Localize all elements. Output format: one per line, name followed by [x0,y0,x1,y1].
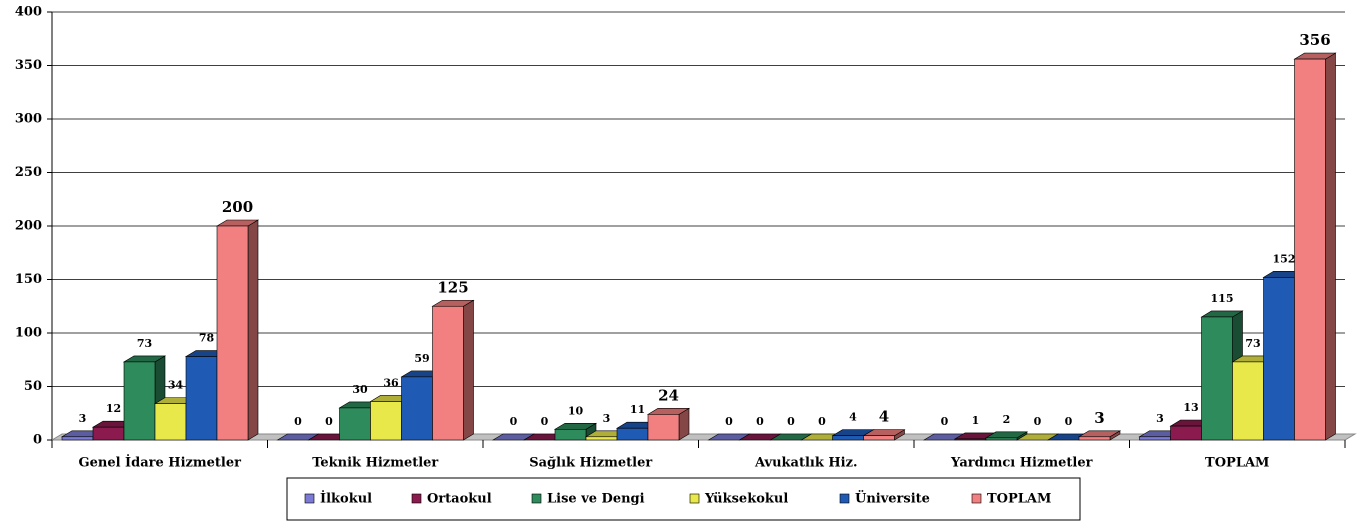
legend-swatch [971,493,982,504]
value-label: 12 [106,402,121,415]
bar [216,225,249,441]
bar [154,403,187,441]
legend-label: Ortaokul [427,492,492,507]
bar [339,407,371,441]
value-label: 3 [603,412,611,425]
value-label: 13 [1183,401,1198,414]
bar-side [247,219,259,441]
value-label: 73 [137,337,152,350]
bar [92,426,125,441]
bar [647,414,680,441]
bar [832,435,864,441]
bar [985,437,1018,441]
legend-swatch [689,493,700,504]
value-label: 2 [1003,413,1011,426]
y-tick-label: 200 [15,219,42,234]
bar [1139,436,1171,441]
y-tick-label: 150 [15,272,42,287]
bar-side [1325,52,1336,441]
x-tick-label: Sağlık Hizmetler [529,456,652,471]
value-label: 125 [437,278,468,296]
y-tick-label: 300 [15,112,42,127]
legend-swatch [411,493,422,504]
value-label: 152 [1273,252,1296,265]
bar [185,356,218,441]
value-label: 115 [1211,292,1234,305]
value-label: 4 [849,411,857,424]
x-tick-label: Genel İdare Hizmetler [79,455,242,471]
bar-side [463,299,474,441]
value-label: 356 [1299,31,1330,49]
bar [123,361,156,441]
x-tick-label: TOPLAM [1205,456,1269,471]
y-tick-label: 400 [15,5,42,20]
y-tick-label: 250 [15,165,42,180]
legend-label: TOPLAM [987,492,1051,507]
bar [1170,425,1202,441]
value-label: 0 [1065,415,1073,428]
bar [1078,436,1111,441]
y-tick-label: 50 [24,379,42,394]
bar [370,401,402,441]
value-label: 73 [1245,337,1260,350]
value-label: 200 [222,198,253,216]
bar [1201,316,1233,441]
legend-swatch [304,493,315,504]
value-label: 0 [787,415,795,428]
value-label: 0 [756,415,764,428]
value-label: 10 [568,404,584,417]
bar [1294,58,1326,441]
bar [1232,361,1264,441]
bar [554,428,587,441]
value-label: 0 [818,415,826,428]
bar [585,436,618,441]
value-label: 3 [1156,412,1164,425]
legend-swatch [531,493,542,504]
legend-label: Üniversite [855,490,930,507]
x-tick-label: Avukatlık Hiz. [754,456,858,471]
value-label: 11 [630,403,645,416]
value-label: 0 [510,415,518,428]
value-label: 36 [383,376,399,389]
y-tick-label: 100 [15,326,42,341]
value-label: 0 [1034,415,1042,428]
x-tick-label: Yardımcı Hizmetler [950,456,1093,471]
value-label: 3 [79,412,87,425]
value-label: 0 [941,415,949,428]
value-label: 24 [658,386,679,404]
value-label: 0 [325,415,333,428]
y-tick-label: 350 [15,58,42,73]
value-label: 1 [972,414,980,427]
bar [61,436,94,441]
legend-box [286,477,1081,521]
value-label: 30 [352,383,368,396]
value-label: 4 [879,408,889,426]
value-label: 78 [199,332,215,345]
legend-label: İlkokul [320,491,372,507]
x-tick-label: Teknik Hizmetler [312,456,438,471]
value-label: 59 [414,352,429,365]
legend-swatch [839,493,850,504]
bar [401,376,433,441]
bar [432,305,464,441]
value-label: 0 [725,415,733,428]
legend-label: Yüksekokul [704,492,788,507]
value-label: 3 [1094,409,1104,427]
bar [863,435,895,441]
y-tick-label: 0 [33,433,42,448]
value-label: 0 [541,415,549,428]
bar [616,427,649,441]
legend-label: Lise ve Dengi [547,492,645,507]
bar [1263,277,1295,441]
value-label: 0 [294,415,302,428]
value-label: 34 [168,379,184,392]
bar [954,438,987,441]
